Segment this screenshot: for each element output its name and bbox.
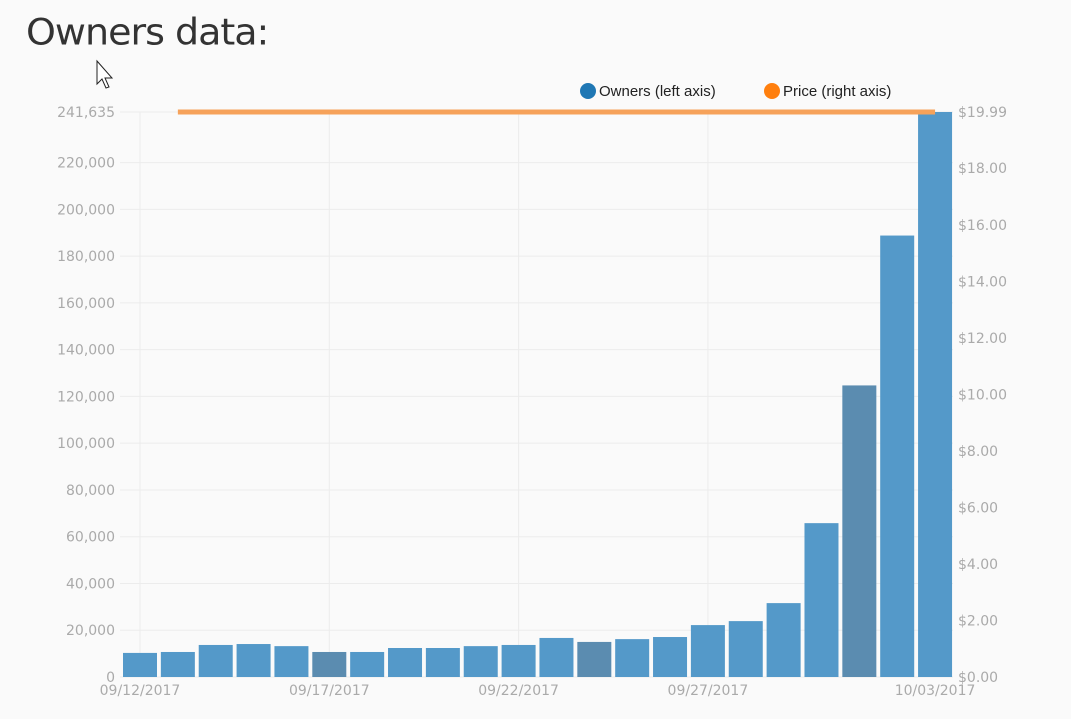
legend-price-swatch (764, 83, 780, 99)
y-left-tick-label: 20,000 (66, 623, 115, 639)
y-left-tick-label: 140,000 (57, 343, 115, 359)
owners-bar (388, 648, 423, 677)
owners-bar (842, 385, 877, 677)
y-right-tick-label: $4.00 (958, 557, 998, 573)
x-tick-label: 09/17/2017 (289, 683, 370, 699)
owners-bar (804, 523, 839, 677)
owners-bar (615, 639, 650, 677)
owners-bar (123, 652, 157, 677)
y-right-tick-label: $10.00 (958, 387, 1007, 403)
owners-bar (918, 112, 953, 677)
owners-bar (539, 637, 574, 677)
legend-price-label: Price (right axis) (783, 83, 891, 100)
x-tick-label: 09/12/2017 (100, 683, 181, 699)
y-right-tick-label: $12.00 (958, 331, 1007, 347)
x-tick-label: 10/03/2017 (895, 683, 976, 699)
y-left-tick-label: 180,000 (57, 249, 115, 265)
y-right-tick-label: $2.00 (958, 613, 998, 629)
y-right-tick-label: $19.99 (958, 105, 1007, 121)
y-right-tick-label: $16.00 (958, 218, 1007, 234)
owners-bar (350, 651, 385, 677)
y-left-tick-label: 241,635 (57, 105, 115, 121)
y-left-tick-label: 60,000 (66, 530, 115, 546)
page-title: Owners data: (26, 11, 269, 53)
owners-bar (880, 235, 915, 677)
y-left-tick-label: 120,000 (57, 389, 115, 405)
owners-bar (425, 648, 460, 677)
y-right-tick-label: $18.00 (958, 161, 1007, 177)
y-left-tick-label: 40,000 (66, 576, 115, 592)
x-tick-label: 09/22/2017 (478, 683, 559, 699)
owners-bar (198, 644, 233, 677)
owners-bar (274, 646, 309, 677)
y-left-tick-label: 160,000 (57, 296, 115, 312)
owners-bar (463, 646, 498, 677)
legend-owners-label: Owners (left axis) (599, 83, 716, 100)
owners-bar (653, 637, 688, 677)
owners-bar (236, 644, 271, 677)
owners-bar (766, 603, 801, 677)
owners-bar (728, 621, 763, 677)
y-left-tick-label: 200,000 (57, 202, 115, 218)
legend-owners-swatch (580, 83, 596, 99)
y-right-tick-label: $6.00 (958, 500, 998, 516)
owners-bar (312, 651, 347, 677)
owners-bar (160, 651, 195, 677)
y-left-tick-label: 0 (106, 670, 115, 686)
owners-bar (501, 644, 536, 677)
y-left-tick-label: 220,000 (57, 156, 115, 172)
y-left-tick-label: 80,000 (66, 483, 115, 499)
owners-bar (577, 641, 612, 677)
mouse-cursor-icon (96, 59, 114, 89)
y-right-tick-label: $8.00 (958, 444, 998, 460)
x-tick-label: 09/27/2017 (668, 683, 749, 699)
y-right-tick-label: $0.00 (958, 670, 998, 686)
y-right-tick-label: $14.00 (958, 274, 1007, 290)
y-left-tick-label: 100,000 (57, 436, 115, 452)
owners-bar (690, 625, 725, 677)
